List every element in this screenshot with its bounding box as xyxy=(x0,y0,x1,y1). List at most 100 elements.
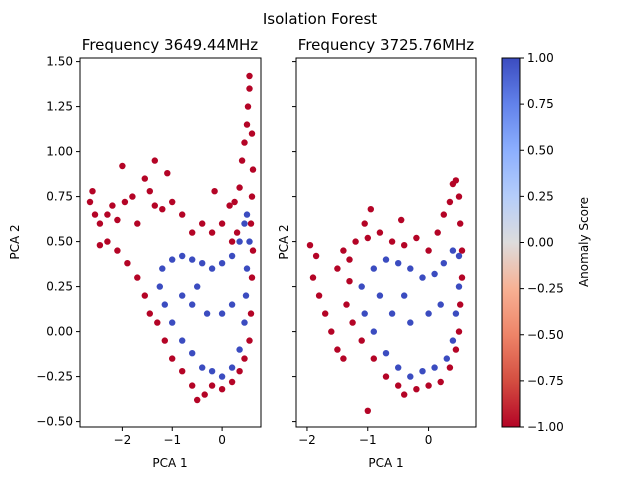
scatter-point xyxy=(179,292,186,299)
colorbar-tick-label: −1.00 xyxy=(527,420,564,434)
colorbar-tick-label: 1.00 xyxy=(527,51,554,65)
y-tick-label: −0.50 xyxy=(36,415,73,429)
subplot-left-xlabel: PCA 1 xyxy=(152,456,187,470)
scatter-point xyxy=(419,274,426,281)
x-tick-label: −2 xyxy=(298,433,316,447)
scatter-point xyxy=(154,319,161,326)
colorbar-tick-label: −0.75 xyxy=(527,374,564,388)
y-tick-label: 1.00 xyxy=(46,145,73,159)
scatter-point xyxy=(340,355,347,362)
scatter-point xyxy=(96,242,104,249)
scatter-point xyxy=(134,274,141,281)
scatter-point xyxy=(388,310,396,317)
scatter-point xyxy=(86,198,94,206)
scatter-point xyxy=(437,301,444,308)
scatter-point xyxy=(248,193,256,200)
scatter-point xyxy=(364,407,371,414)
scatter-point xyxy=(141,292,148,299)
scatter-point xyxy=(114,216,121,224)
subplot-right-xlabel: PCA 1 xyxy=(368,456,403,470)
x-tick-label: −1 xyxy=(359,433,377,447)
scatter-point xyxy=(228,301,236,308)
scatter-point xyxy=(246,85,253,92)
colorbar-tick-label: 0.00 xyxy=(527,236,554,250)
scatter-point xyxy=(104,238,111,245)
scatter-point xyxy=(189,382,196,389)
scatter-point xyxy=(238,157,246,164)
scatter-point xyxy=(407,319,414,326)
scatter-point xyxy=(161,301,168,308)
scatter-point xyxy=(169,256,176,263)
scatter-point xyxy=(449,337,457,344)
subplot-right-frame xyxy=(295,57,477,428)
scatter-point xyxy=(241,139,248,146)
scatter-point xyxy=(249,166,257,173)
scatter-point xyxy=(431,270,438,278)
scatter-point xyxy=(367,206,374,213)
scatter-point xyxy=(395,260,402,267)
scatter-point xyxy=(226,202,233,209)
scatter-point xyxy=(446,364,454,371)
scatter-point xyxy=(247,220,255,227)
scatter-point xyxy=(358,283,365,290)
scatter-point xyxy=(248,274,256,281)
scatter-point xyxy=(398,216,405,224)
scatter-point xyxy=(243,121,251,128)
scatter-point xyxy=(233,229,241,236)
scatter-point xyxy=(376,229,384,236)
scatter-point xyxy=(164,170,171,177)
scatter-point xyxy=(159,265,166,272)
subplot-right: Frequency 3725.76MHz −2 −1 0 PCA 1 PCA 2 xyxy=(277,36,477,470)
scatter-point xyxy=(370,265,377,272)
scatter-point xyxy=(218,220,226,227)
scatter-point xyxy=(382,256,390,263)
scatter-point xyxy=(246,337,253,344)
scatter-point xyxy=(457,301,464,308)
scatter-point xyxy=(228,252,236,260)
subplot-left-points xyxy=(86,72,257,404)
scatter-point xyxy=(242,292,250,299)
scatter-point xyxy=(141,175,148,182)
scatter-point xyxy=(340,247,347,254)
scatter-point xyxy=(236,184,243,191)
scatter-point xyxy=(440,211,447,218)
scatter-point xyxy=(437,378,444,386)
x-tick-label: 0 xyxy=(425,433,433,447)
scatter-point xyxy=(352,238,359,245)
scatter-point xyxy=(201,391,208,398)
scatter-point xyxy=(179,252,186,260)
scatter-point xyxy=(376,292,384,299)
scatter-point xyxy=(306,242,314,249)
scatter-point xyxy=(395,364,402,371)
subplot-left-frame xyxy=(79,57,262,428)
scatter-point xyxy=(457,220,464,227)
scatter-point xyxy=(364,234,371,242)
y-tick-label: 0.50 xyxy=(46,235,73,249)
scatter-point xyxy=(228,378,236,386)
subplot-right-ylabel: PCA 2 xyxy=(277,224,291,259)
scatter-point xyxy=(395,382,402,389)
scatter-point xyxy=(228,238,236,245)
x-tick-label: −1 xyxy=(163,433,181,447)
scatter-point xyxy=(121,198,129,206)
scatter-point xyxy=(189,350,196,357)
y-tick-label: −0.25 xyxy=(36,370,73,384)
scatter-point xyxy=(361,220,368,227)
scatter-point xyxy=(189,301,196,308)
x-tick-label: −2 xyxy=(114,433,132,447)
scatter-point xyxy=(322,310,329,317)
scatter-point xyxy=(199,220,206,227)
scatter-point xyxy=(425,310,432,317)
scatter-point xyxy=(194,283,201,290)
scatter-point xyxy=(208,229,216,236)
scatter-point xyxy=(146,188,153,195)
scatter-point xyxy=(312,252,320,260)
scatter-point xyxy=(109,202,116,209)
y-tick-label: 0.25 xyxy=(46,280,73,294)
y-tick-label: 0.00 xyxy=(46,325,73,339)
scatter-point xyxy=(91,211,99,218)
y-tick-label: 0.75 xyxy=(46,190,73,204)
scatter-point xyxy=(218,386,226,393)
scatter-point xyxy=(199,364,206,371)
scatter-point xyxy=(241,355,248,362)
